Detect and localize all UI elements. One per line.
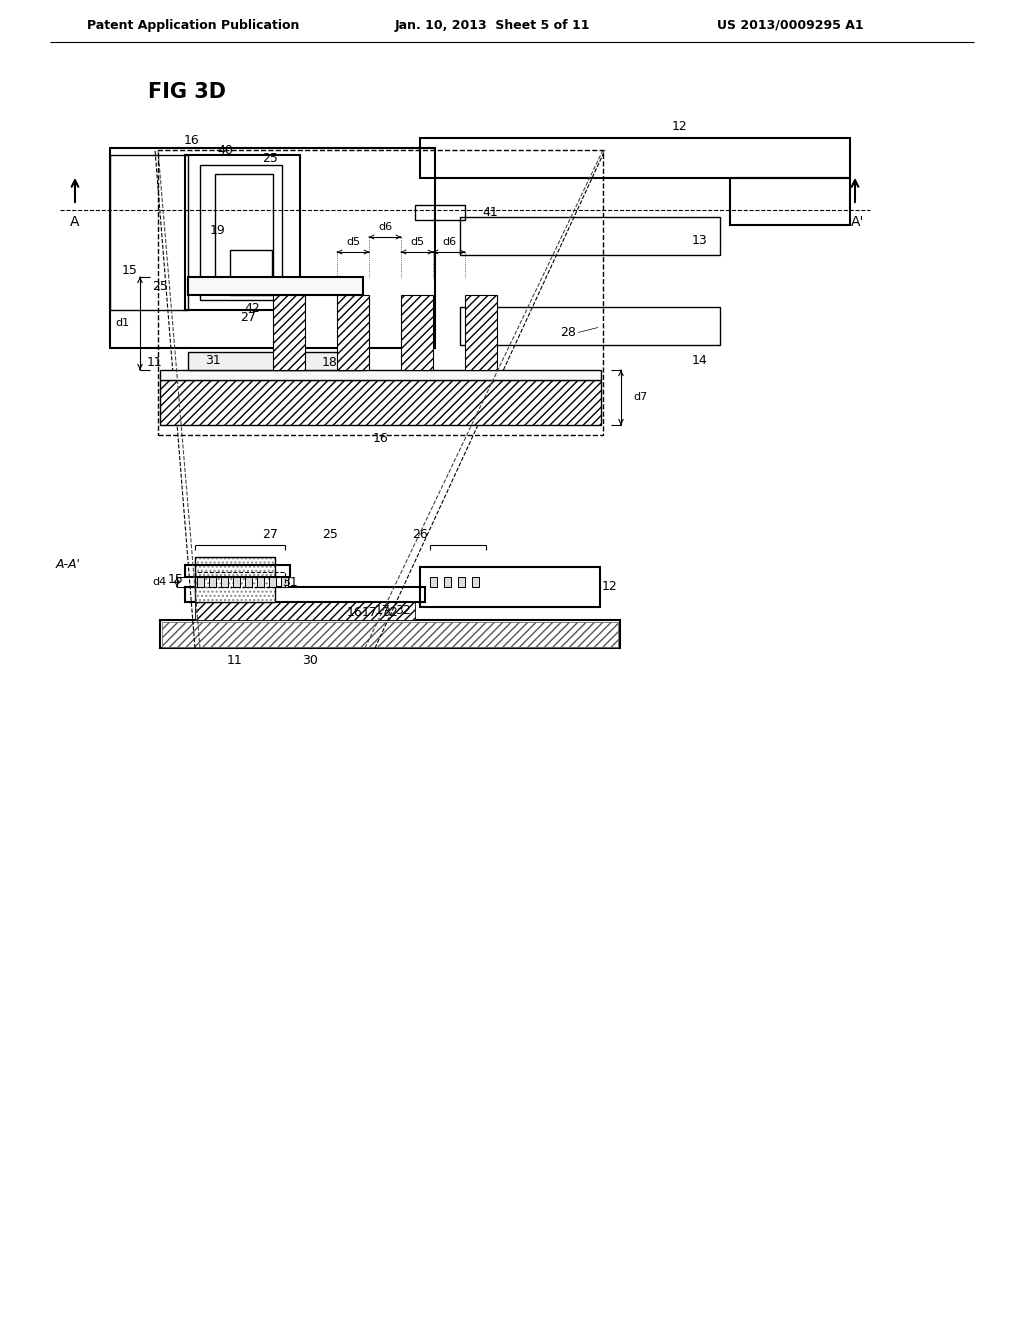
Text: 27: 27 xyxy=(262,528,278,541)
Text: A: A xyxy=(71,215,80,228)
Text: 13: 13 xyxy=(692,234,708,247)
Bar xyxy=(460,308,720,345)
Text: d5: d5 xyxy=(346,238,360,247)
Text: 31: 31 xyxy=(283,576,298,589)
Text: US 2013/0009295 A1: US 2013/0009295 A1 xyxy=(717,18,863,32)
Bar xyxy=(245,577,252,587)
Text: 15: 15 xyxy=(122,264,138,276)
Bar xyxy=(730,178,850,224)
Text: 28: 28 xyxy=(560,326,575,339)
Text: 41: 41 xyxy=(482,206,498,219)
Bar xyxy=(110,148,435,348)
Text: 11: 11 xyxy=(147,356,163,370)
Text: 19: 19 xyxy=(210,223,225,236)
Bar xyxy=(269,577,276,587)
Bar xyxy=(257,577,264,587)
Bar xyxy=(160,370,601,380)
Text: d4: d4 xyxy=(153,577,167,587)
Bar xyxy=(209,577,216,587)
Bar xyxy=(188,352,362,370)
Bar xyxy=(430,577,437,587)
Bar xyxy=(158,150,603,436)
Text: 25: 25 xyxy=(323,528,338,541)
Text: 18: 18 xyxy=(323,356,338,370)
Text: 25: 25 xyxy=(262,153,278,165)
Text: 26: 26 xyxy=(412,528,428,541)
Text: FIG 3D: FIG 3D xyxy=(148,82,226,102)
Text: 17: 17 xyxy=(375,605,391,618)
Bar xyxy=(221,577,228,587)
Bar xyxy=(460,216,720,255)
Text: 14: 14 xyxy=(692,354,708,367)
Bar xyxy=(401,294,433,370)
Bar xyxy=(200,165,282,300)
Text: 32: 32 xyxy=(395,605,411,618)
Text: d6: d6 xyxy=(378,222,392,232)
Bar xyxy=(444,577,451,587)
Bar xyxy=(185,587,425,602)
Bar xyxy=(465,294,497,370)
Bar xyxy=(420,139,850,178)
Bar xyxy=(160,380,601,425)
Bar xyxy=(197,577,204,587)
Bar xyxy=(185,565,290,577)
Text: 16: 16 xyxy=(373,432,388,445)
Bar xyxy=(420,568,600,607)
Bar xyxy=(472,577,479,587)
Text: d7: d7 xyxy=(633,392,647,403)
Bar xyxy=(160,620,620,648)
Bar xyxy=(162,622,618,647)
Bar xyxy=(160,380,601,425)
Text: 12: 12 xyxy=(672,120,688,132)
Text: 42: 42 xyxy=(244,302,260,315)
Bar xyxy=(195,557,275,602)
Text: d5: d5 xyxy=(410,238,424,247)
Bar xyxy=(281,577,288,587)
Text: 16: 16 xyxy=(347,606,362,619)
Text: 11: 11 xyxy=(227,655,243,668)
Text: d6: d6 xyxy=(442,238,456,247)
Text: Patent Application Publication: Patent Application Publication xyxy=(87,18,299,32)
Text: A-A': A-A' xyxy=(55,558,81,572)
Bar xyxy=(458,577,465,587)
Text: 30: 30 xyxy=(302,655,317,668)
Text: 25: 25 xyxy=(153,280,168,293)
Bar xyxy=(230,249,272,294)
Bar xyxy=(110,154,188,310)
Text: 27: 27 xyxy=(240,312,256,323)
Text: 12: 12 xyxy=(602,581,617,594)
Text: 17: 17 xyxy=(362,606,378,619)
Text: 15: 15 xyxy=(168,573,184,586)
Bar xyxy=(273,294,305,370)
Bar xyxy=(337,294,369,370)
Bar xyxy=(233,577,240,587)
Text: 32: 32 xyxy=(382,606,398,619)
Bar xyxy=(215,174,273,292)
Bar xyxy=(195,572,285,587)
Bar xyxy=(188,277,362,294)
Bar xyxy=(195,557,275,602)
Text: 31: 31 xyxy=(205,355,221,367)
Text: d1: d1 xyxy=(116,318,130,329)
Text: 40: 40 xyxy=(217,144,232,157)
Bar xyxy=(195,602,415,620)
Text: Jan. 10, 2013  Sheet 5 of 11: Jan. 10, 2013 Sheet 5 of 11 xyxy=(394,18,590,32)
Bar xyxy=(185,154,300,310)
Text: A': A' xyxy=(851,215,864,228)
Bar xyxy=(415,205,465,220)
Text: 16: 16 xyxy=(184,133,200,147)
